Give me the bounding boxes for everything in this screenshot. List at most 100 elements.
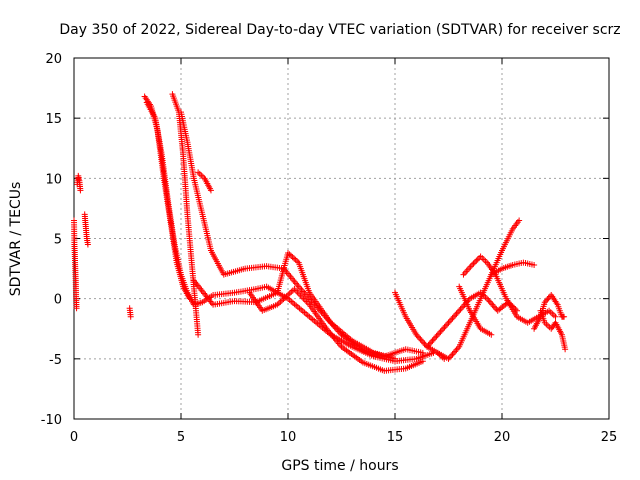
data-points	[71, 91, 569, 374]
x-tick-label: 20	[494, 430, 511, 445]
data-point	[456, 307, 463, 314]
x-tick-label: 15	[387, 430, 404, 445]
data-point	[433, 333, 440, 340]
chart-title: Day 350 of 2022, Sidereal Day-to-day VTE…	[59, 22, 620, 38]
series-arc-n	[434, 217, 523, 362]
data-point	[474, 256, 481, 263]
data-point	[449, 351, 456, 358]
data-point	[490, 303, 497, 310]
axis-ticks: 0 5 10 15 20 25 -10 -5 0 5 10 15 20	[41, 52, 618, 445]
data-point	[73, 305, 80, 312]
data-point	[448, 316, 455, 323]
data-point	[544, 296, 551, 303]
data-point	[437, 328, 444, 335]
y-tick-label: -5	[49, 353, 62, 368]
data-point	[473, 257, 480, 264]
data-point	[207, 187, 214, 194]
data-point	[291, 255, 298, 262]
data-point	[531, 261, 538, 268]
y-tick-label: 10	[45, 172, 62, 187]
y-tick-label: 5	[54, 233, 62, 248]
data-point	[442, 322, 449, 329]
x-tick-label: 5	[177, 430, 185, 445]
x-axis-title: GPS time / hours	[281, 458, 398, 474]
data-point	[438, 327, 445, 334]
data-point	[489, 301, 496, 308]
data-point	[77, 187, 84, 194]
data-point	[421, 340, 428, 347]
data-point	[84, 241, 91, 248]
data-point	[469, 261, 476, 268]
data-point	[457, 306, 464, 313]
x-tick-label: 25	[601, 430, 618, 445]
data-point	[392, 355, 398, 362]
series-arc-c	[81, 211, 91, 248]
data-point	[488, 300, 495, 307]
data-point	[441, 324, 448, 331]
data-point	[470, 260, 477, 267]
data-point	[440, 325, 447, 332]
data-point	[446, 318, 453, 325]
grid	[74, 58, 609, 419]
data-point	[420, 339, 427, 346]
series-arc-o	[460, 253, 559, 326]
data-point	[430, 336, 437, 343]
series-arc-k	[246, 286, 426, 374]
data-point	[288, 252, 295, 259]
series-arc-p	[488, 259, 538, 278]
data-point	[418, 337, 425, 344]
data-point	[416, 334, 423, 341]
series-arc-a	[71, 217, 80, 312]
data-point	[434, 331, 441, 338]
data-point	[454, 309, 461, 316]
data-point	[488, 331, 495, 338]
y-tick-label: -10	[41, 413, 62, 428]
data-point	[450, 349, 457, 356]
data-point	[552, 313, 559, 320]
data-point	[436, 330, 443, 337]
data-point	[426, 340, 433, 347]
data-point	[289, 254, 296, 261]
data-point	[516, 217, 523, 224]
series-arc-m	[424, 289, 520, 350]
data-point	[471, 259, 478, 266]
data-point	[417, 336, 424, 343]
data-point	[292, 256, 299, 263]
data-point	[446, 354, 453, 361]
x-tick-label: 10	[280, 430, 297, 445]
data-point	[445, 319, 452, 326]
data-point	[486, 298, 493, 305]
data-point	[444, 321, 451, 328]
data-point	[428, 339, 435, 346]
data-point	[419, 349, 426, 356]
y-tick-label: 15	[45, 112, 62, 127]
data-point	[432, 334, 439, 341]
data-point	[286, 290, 293, 297]
data-point	[453, 346, 460, 353]
data-point	[452, 348, 459, 355]
data-point	[562, 346, 569, 353]
y-tick-label: 20	[45, 52, 62, 67]
series-arc-d	[126, 305, 134, 320]
data-point	[429, 337, 436, 344]
data-point	[277, 298, 284, 305]
data-point	[561, 313, 568, 320]
x-tick-label: 0	[70, 430, 78, 445]
data-point	[485, 297, 492, 304]
data-point	[450, 313, 457, 320]
y-axis-title: SDTVAR / TECUs	[8, 182, 24, 297]
series-arc-s	[531, 292, 568, 332]
data-point	[458, 304, 465, 311]
data-point	[449, 315, 456, 322]
series-arc-g	[169, 91, 202, 338]
data-point	[543, 297, 550, 304]
data-point	[452, 312, 459, 319]
series-arc-b	[74, 172, 84, 194]
series-arc-i	[195, 169, 214, 194]
data-point	[460, 303, 467, 310]
data-point	[288, 288, 295, 295]
data-point	[195, 331, 202, 338]
data-point	[419, 358, 426, 365]
series-arc-f	[143, 99, 437, 365]
